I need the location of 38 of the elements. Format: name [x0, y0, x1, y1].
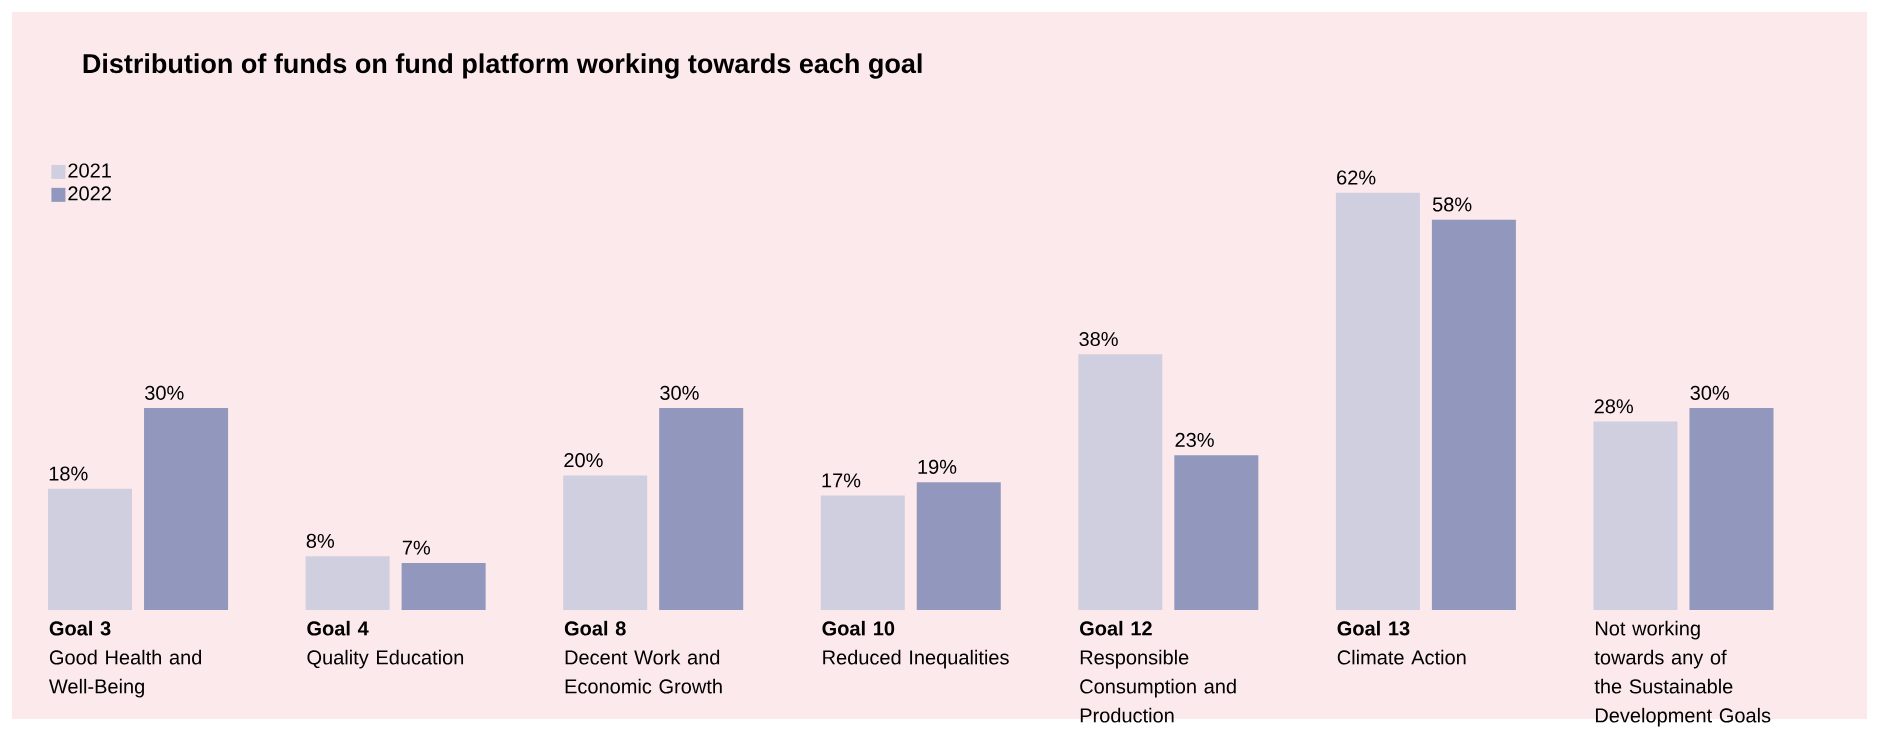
- bar: [1431, 219, 1516, 610]
- x-tick-label: Goal 10 Reduced Inequalities: [822, 620, 1009, 669]
- data-label: 19%: [918, 459, 957, 474]
- data-label: 28%: [1594, 399, 1633, 414]
- bar: [1335, 192, 1420, 610]
- data-label: 8%: [306, 533, 335, 548]
- bar: [1078, 354, 1163, 610]
- data-label: 62%: [1337, 170, 1376, 185]
- data-label: 30%: [660, 385, 699, 400]
- bar: [1689, 408, 1774, 610]
- bar: [144, 408, 229, 610]
- x-tick-label: Goal 3 Good Health and Well-Being: [49, 620, 202, 698]
- bar: [820, 495, 905, 610]
- data-label: 20%: [564, 452, 603, 468]
- chart-title: Distribution of funds on fund platform working towards each goal: [83, 53, 922, 79]
- bar: [305, 556, 390, 610]
- data-label: 23%: [1175, 432, 1214, 447]
- x-tick-label: Goal 4 Quality Education: [307, 620, 464, 669]
- data-label: 7%: [402, 540, 431, 555]
- legend-label: 2021: [68, 163, 111, 178]
- bar: [659, 408, 744, 610]
- data-label: 18%: [49, 466, 88, 481]
- bar: [1593, 421, 1678, 610]
- x-tick-label: Goal 8 Decent Work and Economic Growth: [564, 620, 722, 694]
- data-label: 30%: [1690, 385, 1729, 400]
- bar: [916, 482, 1001, 610]
- data-label: 30%: [145, 385, 184, 400]
- x-tick-label: Goal 13 Climate Action: [1337, 620, 1466, 665]
- data-label: 58%: [1432, 197, 1472, 212]
- data-label: 38%: [1079, 331, 1118, 347]
- bar: [401, 562, 486, 610]
- bar: [48, 488, 133, 610]
- data-label: 17%: [822, 473, 861, 488]
- x-tick-label: Not working towards any of the Sustainable Development Goals: [1594, 620, 1771, 727]
- x-tick-label: Goal 12 Responsible Consumption and Production: [1080, 620, 1236, 723]
- bar: [1174, 455, 1259, 610]
- bar: [563, 475, 648, 610]
- legend-label: 2022: [68, 186, 111, 201]
